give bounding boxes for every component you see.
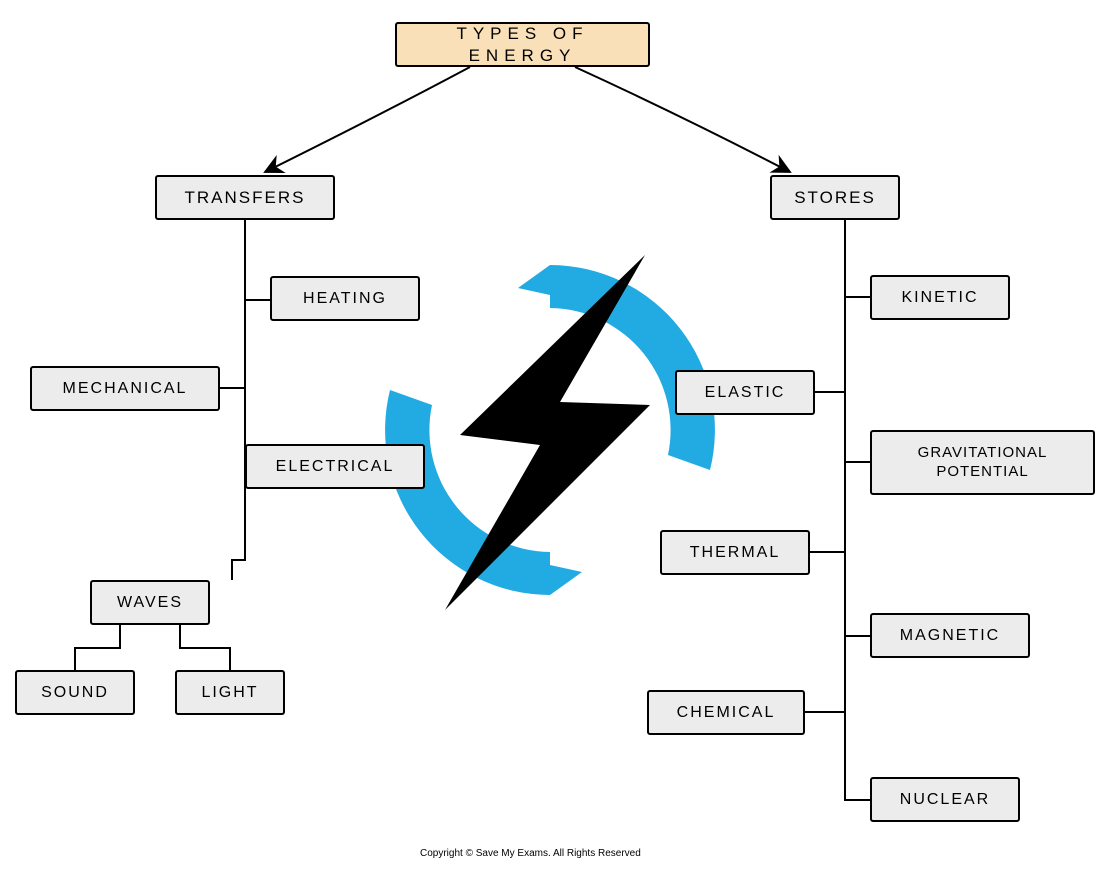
node-label: LIGHT [201, 683, 258, 703]
node-root: TYPES OF ENERGY [395, 22, 650, 67]
node-transfers: TRANSFERS [155, 175, 335, 220]
node-electrical: ELECTRICAL [245, 444, 425, 489]
node-label: KINETIC [901, 288, 978, 308]
node-label: SOUND [41, 683, 109, 703]
node-mechanical: MECHANICAL [30, 366, 220, 411]
node-label: ELASTIC [705, 383, 786, 403]
node-label: THERMAL [690, 543, 780, 563]
node-label: CHEMICAL [677, 703, 776, 723]
node-kinetic: KINETIC [870, 275, 1010, 320]
copyright-text: Copyright © Save My Exams. All Rights Re… [420, 848, 641, 859]
node-elastic: ELASTIC [675, 370, 815, 415]
node-label: HEATING [303, 289, 387, 309]
node-gravitational-potential: GRAVITATIONAL POTENTIAL [870, 430, 1095, 495]
node-magnetic: MAGNETIC [870, 613, 1030, 658]
node-thermal: THERMAL [660, 530, 810, 575]
node-label: GRAVITATIONAL POTENTIAL [880, 444, 1085, 482]
node-label: TRANSFERS [185, 187, 306, 208]
node-chemical: CHEMICAL [647, 690, 805, 735]
node-light: LIGHT [175, 670, 285, 715]
node-sound: SOUND [15, 670, 135, 715]
node-stores: STORES [770, 175, 900, 220]
node-label: TYPES OF ENERGY [405, 23, 640, 66]
node-waves: WAVES [90, 580, 210, 625]
node-label: ELECTRICAL [276, 457, 395, 477]
node-label: MECHANICAL [63, 379, 188, 399]
node-nuclear: NUCLEAR [870, 777, 1020, 822]
node-label: WAVES [117, 593, 183, 613]
node-label: NUCLEAR [900, 790, 990, 810]
node-heating: HEATING [270, 276, 420, 321]
diagram-canvas: TYPES OF ENERGY TRANSFERS STORES HEATING… [0, 0, 1100, 872]
node-label: STORES [794, 187, 876, 208]
node-label: MAGNETIC [900, 626, 1000, 646]
copyright-label: Copyright © Save My Exams. All Rights Re… [420, 848, 641, 859]
